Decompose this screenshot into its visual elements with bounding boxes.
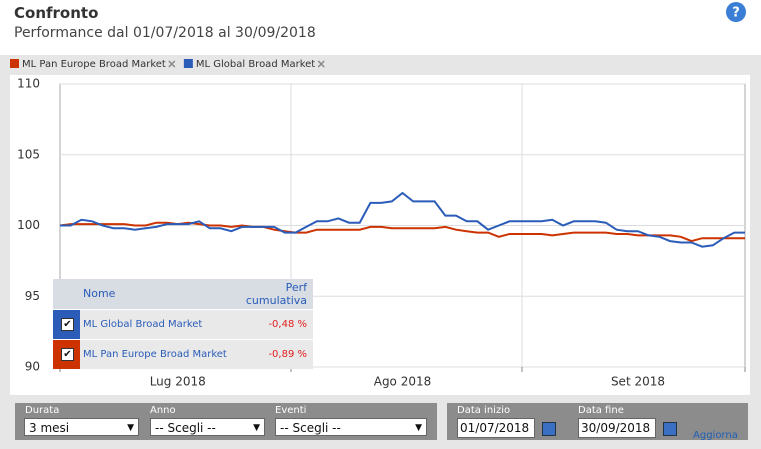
y-tick-label: 90 xyxy=(25,360,40,374)
calendar-icon[interactable] xyxy=(542,422,556,436)
help-circle[interactable] xyxy=(726,2,746,22)
title: Confronto xyxy=(14,4,99,22)
label: Eventi xyxy=(275,405,307,416)
refresh-label[interactable]: Aggiorna xyxy=(693,430,738,441)
x-tick-label: Set 2018 xyxy=(611,375,665,389)
y-tick-label: 100 xyxy=(17,218,40,232)
label: Data fine xyxy=(578,405,624,416)
perf-table: Nome Perf cumulativa ✔ ML Global Broad M… xyxy=(53,279,313,369)
table-row: ✔ ML Global Broad Market -0,48 % xyxy=(53,309,313,339)
row-perf: -0,89 % xyxy=(268,349,307,360)
select-value: -- Scegli -- xyxy=(155,421,216,435)
select[interactable]: -- Scegli -- ▼ xyxy=(150,418,265,436)
legend-remove xyxy=(317,60,325,68)
filter-bar: Durata 3 mesi ▼ Anno -- Scegli -- ▼ Eventi… xyxy=(15,403,437,440)
checkbox[interactable]: ✔ xyxy=(61,318,74,331)
subtitle: Performance dal 01/07/2018 al 30/09/2018 xyxy=(14,25,316,41)
table-row: ✔ ML Pan Europe Broad Market -0,89 % xyxy=(53,339,313,369)
label: Anno xyxy=(150,405,176,416)
series-line xyxy=(60,191,745,248)
legend-label: ML Global Broad Market xyxy=(196,59,315,70)
date-bar: Data inizio 01/07/2018 Data fine 30/09/2… xyxy=(447,403,748,441)
row-name: ML Global Broad Market xyxy=(83,319,203,330)
col-name: Nome xyxy=(83,287,116,300)
row-swatch: ✔ xyxy=(53,310,80,339)
select[interactable]: 3 mesi ▼ xyxy=(24,418,139,436)
select-value: 3 mesi xyxy=(29,421,70,435)
label: Data inizio xyxy=(457,405,511,416)
x-tick-label: Lug 2018 xyxy=(150,375,206,389)
legend-remove xyxy=(168,60,176,68)
col-perf: Perf cumulativa xyxy=(245,281,307,307)
row-name: ML Pan Europe Broad Market xyxy=(83,349,227,360)
date-input[interactable]: 30/09/2018 xyxy=(578,418,656,438)
select-value: -- Scegli -- xyxy=(280,421,341,435)
checkbox[interactable]: ✔ xyxy=(61,348,74,361)
help-icon[interactable]: ? xyxy=(726,2,746,22)
date-input[interactable]: 01/07/2018 xyxy=(457,418,535,438)
table-header: Nome Perf cumulativa xyxy=(53,279,313,309)
y-tick-label: 95 xyxy=(25,289,40,303)
x-tick-label: Ago 2018 xyxy=(374,375,432,389)
label: Durata xyxy=(25,405,60,416)
row-perf: -0,48 % xyxy=(268,319,307,330)
calendar-icon[interactable] xyxy=(663,422,677,436)
legend-label: ML Pan Europe Broad Market xyxy=(22,59,166,70)
select[interactable]: -- Scegli -- ▼ xyxy=(275,418,427,436)
legend-swatch xyxy=(10,59,19,68)
row-swatch: ✔ xyxy=(53,340,80,369)
y-tick-label: 110 xyxy=(17,77,40,91)
y-tick-label: 105 xyxy=(17,147,40,161)
help-mark[interactable]: ? xyxy=(732,6,740,21)
legend-swatch xyxy=(183,59,193,68)
